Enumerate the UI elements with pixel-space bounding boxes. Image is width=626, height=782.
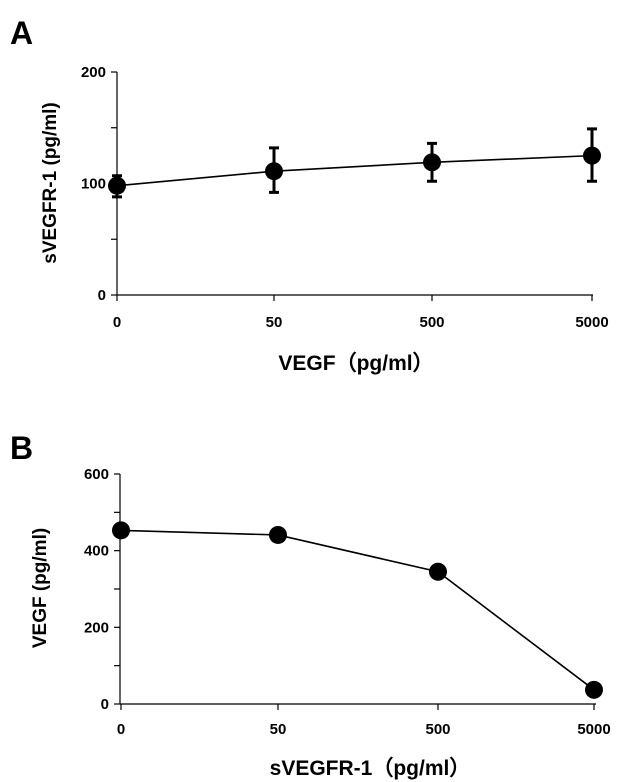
data-point-a xyxy=(583,146,601,165)
x-tick-label-b: 0 xyxy=(117,721,125,738)
panel-letter-a: A xyxy=(10,15,33,51)
x-tick-label-a: 500 xyxy=(419,314,444,331)
x-tick-label-b: 50 xyxy=(270,721,287,738)
x-tick-label-b: 500 xyxy=(425,721,450,738)
data-point-b xyxy=(585,680,603,699)
plot-area-b: 0 200 400 600 0 50 500 5000 xyxy=(84,466,611,738)
x-axis-title-b: sVEGFR-1（pg/ml） xyxy=(270,756,471,780)
data-point-b xyxy=(429,562,447,581)
y-tick-label-b: 200 xyxy=(84,619,109,636)
data-point-a xyxy=(108,176,126,195)
y-tick-label-a: 100 xyxy=(81,176,106,193)
panel-letter-b: B xyxy=(10,430,33,466)
x-axis-title-a: VEGF（pg/ml） xyxy=(278,351,433,375)
x-tick-label-a: 5000 xyxy=(575,314,608,331)
y-tick-label-b: 600 xyxy=(84,466,109,483)
x-tick-label-a: 50 xyxy=(266,314,283,331)
plot-area-a: 0 100 200 0 50 500 5000 xyxy=(81,64,609,331)
x-tick-label-b: 5000 xyxy=(577,721,610,738)
series-line-a xyxy=(116,154,593,187)
data-point-b xyxy=(112,521,130,540)
chart-panel-b: B VEGF (pg/ml) sVEGFR-1（pg/ml） 0 200 400 60… xyxy=(10,430,611,780)
y-axis-title-a: sVEGFR-1 (pg/ml) xyxy=(40,102,61,264)
y-axis-title-b: VEGF (pg/ml) xyxy=(30,528,51,648)
y-tick-label-b: 400 xyxy=(84,543,109,560)
x-tick-label-a: 0 xyxy=(113,314,121,331)
y-tick-label-b: 0 xyxy=(101,696,109,713)
series-line-b xyxy=(120,529,595,691)
y-tick-label-a: 0 xyxy=(98,287,106,304)
y-tick-label-a: 200 xyxy=(81,64,106,81)
data-point-b xyxy=(269,525,287,544)
data-point-a xyxy=(265,162,283,181)
chart-panel-a: A sVEGFR-1 (pg/ml) VEGF（pg/ml） 0 100 200 0 5… xyxy=(10,15,609,375)
data-point-a xyxy=(423,153,441,172)
